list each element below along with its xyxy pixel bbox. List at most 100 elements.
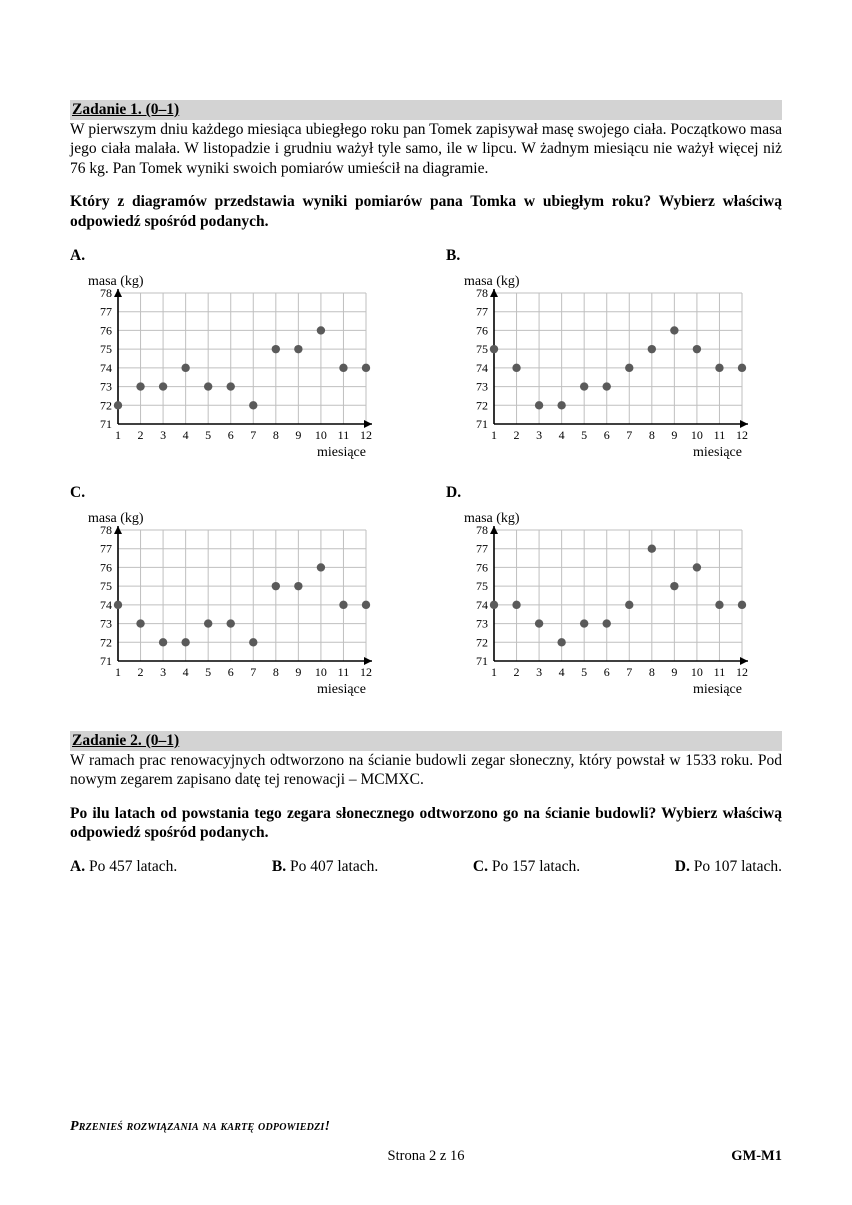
data-point: [557, 401, 565, 409]
task2-question: Po ilu latach od powstania tego zegara s…: [70, 804, 782, 843]
task1-charts: A.masa (kg)71727374757677781234567891011…: [70, 247, 782, 701]
data-point: [294, 345, 302, 353]
task1-header: Zadanie 1. (0–1): [70, 100, 782, 120]
x-tick-label: 10: [691, 665, 703, 679]
x-tick-label: 10: [315, 665, 327, 679]
data-point: [603, 619, 611, 627]
data-point: [490, 601, 498, 609]
x-tick-label: 6: [228, 665, 234, 679]
data-point: [535, 619, 543, 627]
data-point: [693, 345, 701, 353]
y-tick-label: 72: [476, 635, 488, 649]
data-point: [512, 601, 520, 609]
x-tick-label: 11: [338, 428, 350, 442]
x-tick-label: 11: [338, 665, 350, 679]
answer-option: D. Po 107 latach.: [675, 858, 782, 876]
data-point: [159, 638, 167, 646]
x-axis-label: miesiące: [317, 682, 366, 697]
x-tick-label: 2: [514, 665, 520, 679]
x-tick-label: 3: [536, 428, 542, 442]
x-tick-label: 9: [295, 428, 301, 442]
task2-answers: A. Po 457 latach. B. Po 407 latach. C. Po …: [70, 858, 782, 876]
y-tick-label: 74: [100, 361, 112, 375]
x-tick-label: 1: [115, 665, 121, 679]
x-tick-label: 5: [205, 428, 211, 442]
answer-option: B. Po 407 latach.: [272, 858, 378, 876]
x-tick-label: 12: [360, 428, 372, 442]
data-point: [181, 364, 189, 372]
data-point: [715, 364, 723, 372]
data-point: [181, 638, 189, 646]
y-tick-label: 73: [476, 616, 488, 630]
y-tick-label: 73: [476, 379, 488, 393]
data-point: [339, 601, 347, 609]
x-tick-label: 9: [671, 428, 677, 442]
data-point: [136, 382, 144, 390]
chart-option: A.masa (kg)71727374757677781234567891011…: [70, 247, 406, 464]
x-tick-label: 1: [491, 428, 497, 442]
answer-option: A. Po 457 latach.: [70, 858, 177, 876]
data-point: [294, 582, 302, 590]
x-tick-label: 1: [115, 428, 121, 442]
y-tick-label: 76: [476, 323, 488, 337]
x-tick-label: 12: [736, 428, 748, 442]
exam-code: GM-M1: [731, 1148, 782, 1165]
x-tick-label: 4: [559, 665, 565, 679]
x-tick-label: 10: [315, 428, 327, 442]
x-tick-label: 3: [160, 428, 166, 442]
data-point: [227, 619, 235, 627]
data-point: [512, 364, 520, 372]
data-point: [693, 563, 701, 571]
x-tick-label: 11: [714, 428, 726, 442]
option-letter: B.: [446, 247, 782, 265]
x-tick-label: 11: [714, 665, 726, 679]
data-point: [272, 582, 280, 590]
arrow-right-icon: [364, 657, 372, 665]
data-point: [249, 638, 257, 646]
data-point: [625, 601, 633, 609]
data-point: [580, 619, 588, 627]
x-tick-label: 3: [536, 665, 542, 679]
data-point: [159, 382, 167, 390]
exam-page: Zadanie 1. (0–1) W pierwszym dniu każdeg…: [0, 0, 852, 1205]
y-tick-label: 71: [476, 417, 488, 431]
task2-body: W ramach prac renowacyjnych odtworzono n…: [70, 751, 782, 790]
arrow-right-icon: [740, 420, 748, 428]
answer-option: C. Po 157 latach.: [473, 858, 580, 876]
option-letter: A.: [70, 247, 406, 265]
y-tick-label: 75: [100, 342, 112, 356]
y-tick-label: 72: [476, 398, 488, 412]
y-tick-label: 77: [476, 542, 488, 556]
data-point: [670, 582, 678, 590]
data-point: [272, 345, 280, 353]
y-tick-label: 75: [476, 342, 488, 356]
data-point: [204, 619, 212, 627]
x-tick-label: 4: [183, 428, 189, 442]
data-point: [227, 382, 235, 390]
x-tick-label: 5: [205, 665, 211, 679]
data-point: [648, 544, 656, 552]
x-tick-label: 1: [491, 665, 497, 679]
data-point: [317, 326, 325, 334]
x-tick-label: 10: [691, 428, 703, 442]
page-number: Strona 2 z 16: [70, 1148, 782, 1165]
data-point: [625, 364, 633, 372]
data-point: [580, 382, 588, 390]
y-tick-label: 71: [100, 417, 112, 431]
y-tick-label: 78: [100, 523, 112, 537]
y-tick-label: 73: [100, 379, 112, 393]
x-tick-label: 9: [295, 665, 301, 679]
x-tick-label: 2: [514, 428, 520, 442]
y-tick-label: 72: [100, 398, 112, 412]
x-tick-label: 4: [559, 428, 565, 442]
y-tick-label: 74: [476, 598, 488, 612]
data-point: [670, 326, 678, 334]
y-tick-label: 77: [100, 542, 112, 556]
task1-question: Który z diagramów przedstawia wyniki pom…: [70, 192, 782, 231]
data-point: [648, 345, 656, 353]
data-point: [557, 638, 565, 646]
arrow-right-icon: [364, 420, 372, 428]
x-tick-label: 7: [250, 665, 256, 679]
task2-header: Zadanie 2. (0–1): [70, 731, 782, 751]
y-axis-label: masa (kg): [464, 511, 520, 526]
